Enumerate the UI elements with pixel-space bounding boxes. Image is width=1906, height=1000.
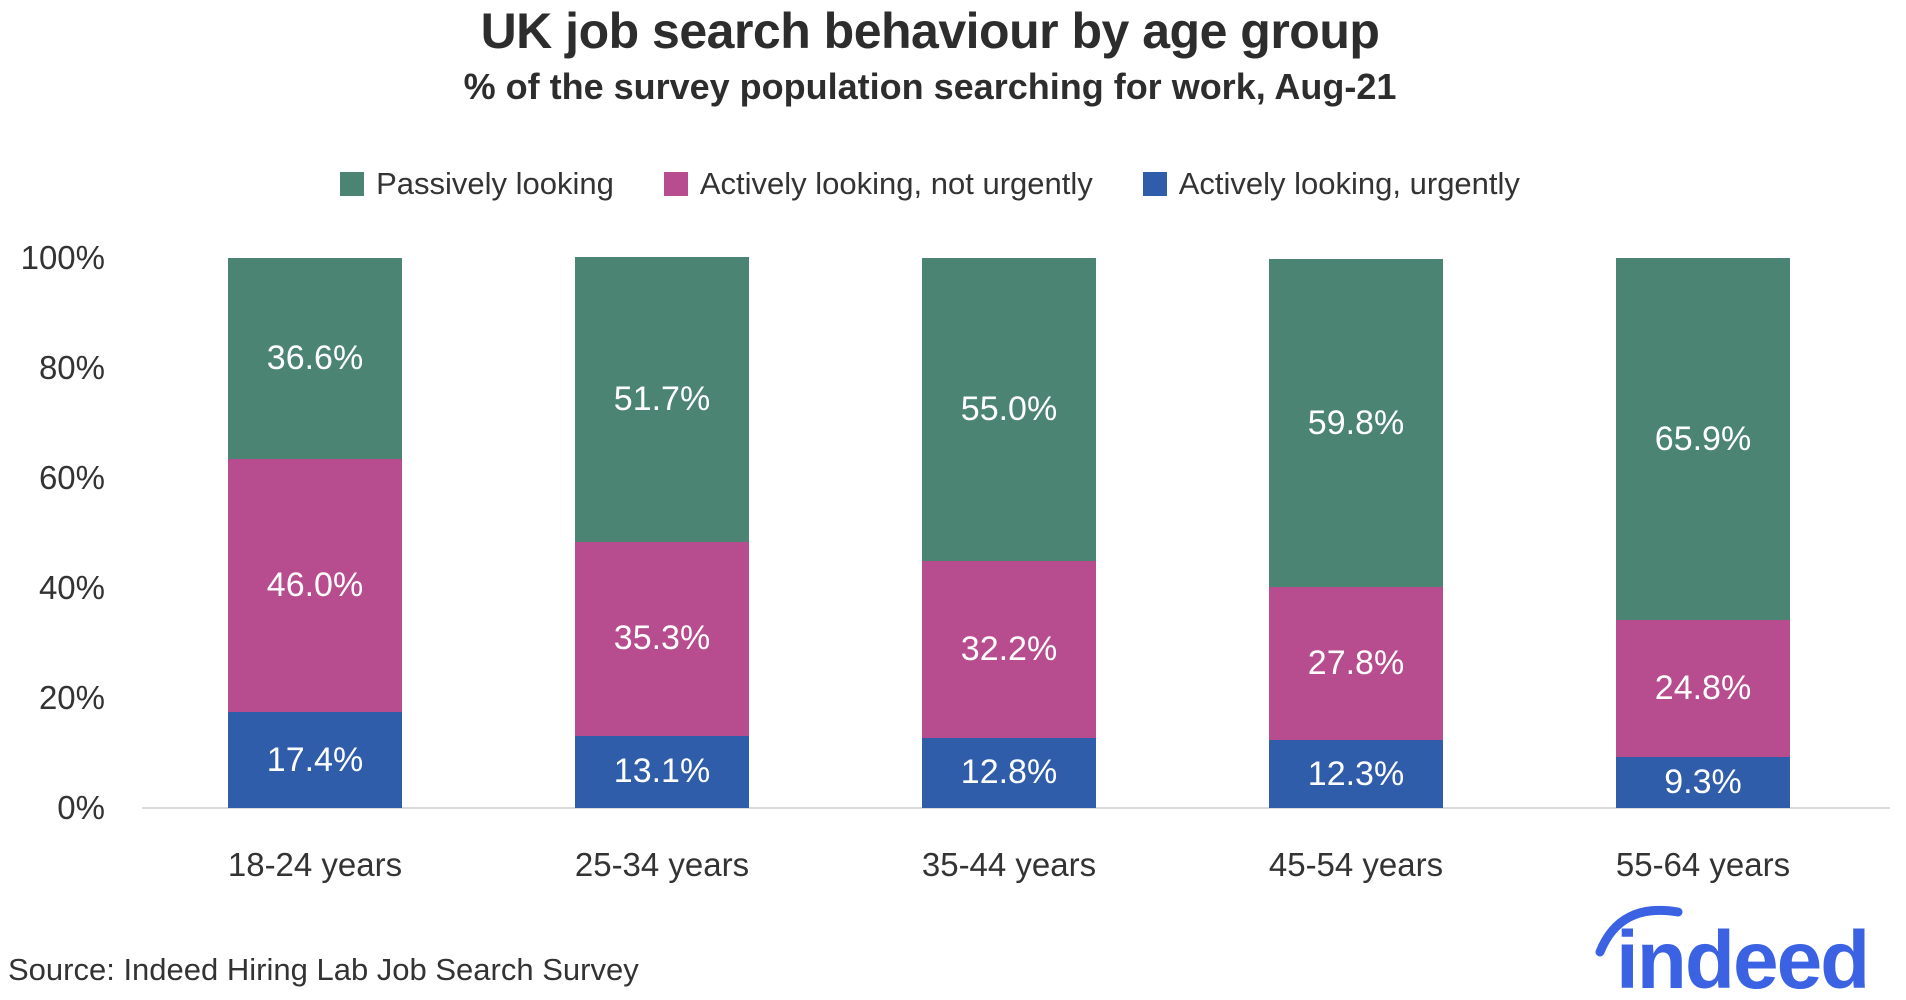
legend-label: Actively looking, not urgently xyxy=(699,166,1093,201)
bar-segment: 9.3% xyxy=(1616,756,1790,808)
bar-18-24-years: 36.6% 46.0% 17.4% xyxy=(228,258,402,808)
bar-segment: 46.0% xyxy=(228,459,402,713)
legend-swatch xyxy=(340,172,365,196)
bar-45-54-years: 59.8% 27.8% 12.3% xyxy=(1269,258,1443,808)
bar-value-label: 13.1% xyxy=(613,752,711,791)
legend-item: Passively looking xyxy=(340,166,614,202)
bar-segment: 55.0% xyxy=(922,258,1096,561)
y-axis-tick-label: 60% xyxy=(38,459,105,496)
y-axis-tick-label: 80% xyxy=(38,349,105,386)
bar-value-label: 55.0% xyxy=(960,389,1058,428)
x-axis-category-label: 25-34 years xyxy=(574,846,750,883)
x-axis-category-label: 55-64 years xyxy=(1615,846,1791,883)
x-axis-category-label: 45-54 years xyxy=(1268,846,1444,883)
chart-subtitle: % of the survey population searching for… xyxy=(463,66,1397,107)
bar-segment: 27.8% xyxy=(1269,587,1443,741)
bar-value-label: 65.9% xyxy=(1654,419,1752,458)
bar-segment: 32.2% xyxy=(922,560,1096,738)
bar-55-64-years: 65.9% 24.8% 9.3% xyxy=(1616,258,1790,808)
x-axis-category-label: 18-24 years xyxy=(227,846,403,883)
x-axis-category-label: 35-44 years xyxy=(921,846,1097,883)
legend-swatch xyxy=(1142,172,1167,196)
bar-value-label: 24.8% xyxy=(1654,669,1752,708)
legend-swatch xyxy=(663,172,688,196)
bar-segment: 51.7% xyxy=(575,257,749,542)
bar-value-label: 36.6% xyxy=(266,339,364,378)
y-axis-tick-label: 20% xyxy=(38,679,105,716)
bar-value-label: 12.8% xyxy=(960,753,1058,792)
bar-value-label: 32.2% xyxy=(960,629,1058,668)
bar-value-label: 17.4% xyxy=(266,740,364,779)
y-axis-tick-label: 0% xyxy=(57,789,105,826)
bar-segment: 17.4% xyxy=(228,712,402,808)
bar-segment: 65.9% xyxy=(1616,258,1790,621)
legend-item: Actively looking, urgently xyxy=(1142,166,1520,202)
bar-value-label: 35.3% xyxy=(613,619,711,658)
bar-segment: 35.3% xyxy=(575,541,749,736)
bar-segment: 36.6% xyxy=(228,258,402,460)
legend-label: Passively looking xyxy=(376,166,614,201)
bar-value-label: 27.8% xyxy=(1307,644,1405,683)
legend: Passively looking Actively looking, not u… xyxy=(0,166,1860,202)
bar-35-44-years: 55.0% 32.2% 12.8% xyxy=(922,258,1096,808)
x-axis-baseline xyxy=(142,807,1890,809)
bar-value-label: 46.0% xyxy=(266,566,364,605)
bar-25-34-years: 51.7% 35.3% 13.1% xyxy=(575,257,749,808)
bar-value-label: 12.3% xyxy=(1307,754,1405,793)
y-axis-tick-label: 40% xyxy=(38,569,105,606)
bar-value-label: 59.8% xyxy=(1307,403,1405,442)
y-axis-tick-label: 100% xyxy=(20,239,105,276)
bar-segment: 24.8% xyxy=(1616,620,1790,757)
bar-segment: 12.3% xyxy=(1269,740,1443,808)
indeed-logo-text: indeed xyxy=(1616,915,1868,996)
legend-item: Actively looking, not urgently xyxy=(663,166,1093,202)
bar-segment: 59.8% xyxy=(1269,258,1443,588)
chart-title: UK job search behaviour by age group xyxy=(480,3,1380,59)
indeed-logo: indeed xyxy=(1595,905,1870,996)
bar-value-label: 51.7% xyxy=(613,380,711,419)
bar-value-label: 9.3% xyxy=(1664,762,1742,801)
indeed-logo-arc xyxy=(1595,905,1683,957)
source-text: Source: Indeed Hiring Lab Job Search Sur… xyxy=(8,952,639,987)
bar-segment: 13.1% xyxy=(575,735,749,808)
legend-label: Actively looking, urgently xyxy=(1178,166,1520,201)
bar-segment: 12.8% xyxy=(922,737,1096,808)
